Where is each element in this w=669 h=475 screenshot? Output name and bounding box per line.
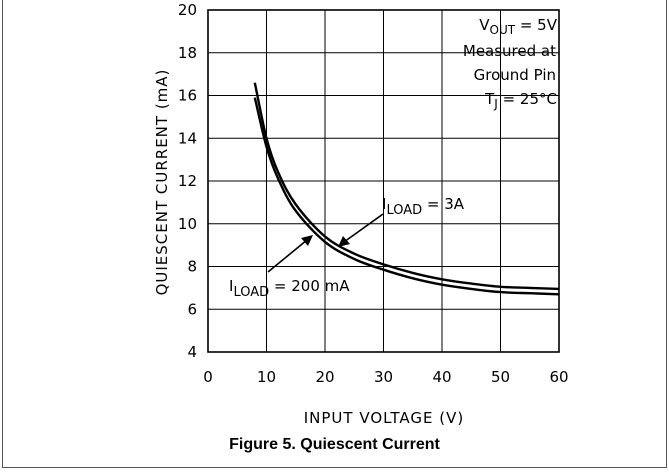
y-axis-label: QUIESCENT CURRENT (mA) [153,69,171,296]
measured-annotation-line2: Ground Pin [474,66,556,84]
y-tick-label: 14 [178,129,197,147]
x-tick-label: 20 [315,368,334,386]
y-tick-label: 8 [187,258,197,276]
x-tick-label: 30 [374,368,393,386]
series-line-3a [253,82,560,291]
x-axis-label: INPUT VOLTAGE (V) [304,409,465,427]
y-tick-label: 12 [178,172,197,190]
series-label-200ma: ILOAD = 200 mA [229,277,350,300]
x-tick-label: 0 [203,368,213,386]
arrow-200ma [267,235,313,273]
y-tick-label: 20 [178,1,197,19]
tick-labels: 0 10 20 30 40 50 60 4 6 8 10 12 14 16 18 20 [178,1,569,386]
series-label-3a: ILOAD = 3A [382,195,465,218]
measured-annotation-line1: Measured at [463,42,556,60]
x-tick-label: 40 [432,368,451,386]
frame-bottom-border [2,467,667,468]
plot-border [207,9,560,353]
y-tick-label: 10 [178,215,197,233]
vout-annotation: VOUT = 5V [479,16,557,37]
frame-right-border [666,0,667,468]
frame-left-border [2,0,3,468]
series-line-200ma [253,97,560,296]
tj-annotation: TJ = 25°C [484,90,557,111]
x-tick-label: 50 [491,368,510,386]
figure-caption: Figure 5. Quiescent Current [229,436,440,453]
y-tick-label: 6 [187,300,197,318]
arrow-3a [338,213,384,247]
grid [208,10,559,352]
x-tick-label: 60 [549,368,568,386]
series-group [253,82,560,296]
y-tick-label: 18 [178,44,197,62]
y-tick-label: 16 [178,87,197,105]
x-tick-label: 10 [257,368,276,386]
y-tick-label: 4 [187,343,197,361]
